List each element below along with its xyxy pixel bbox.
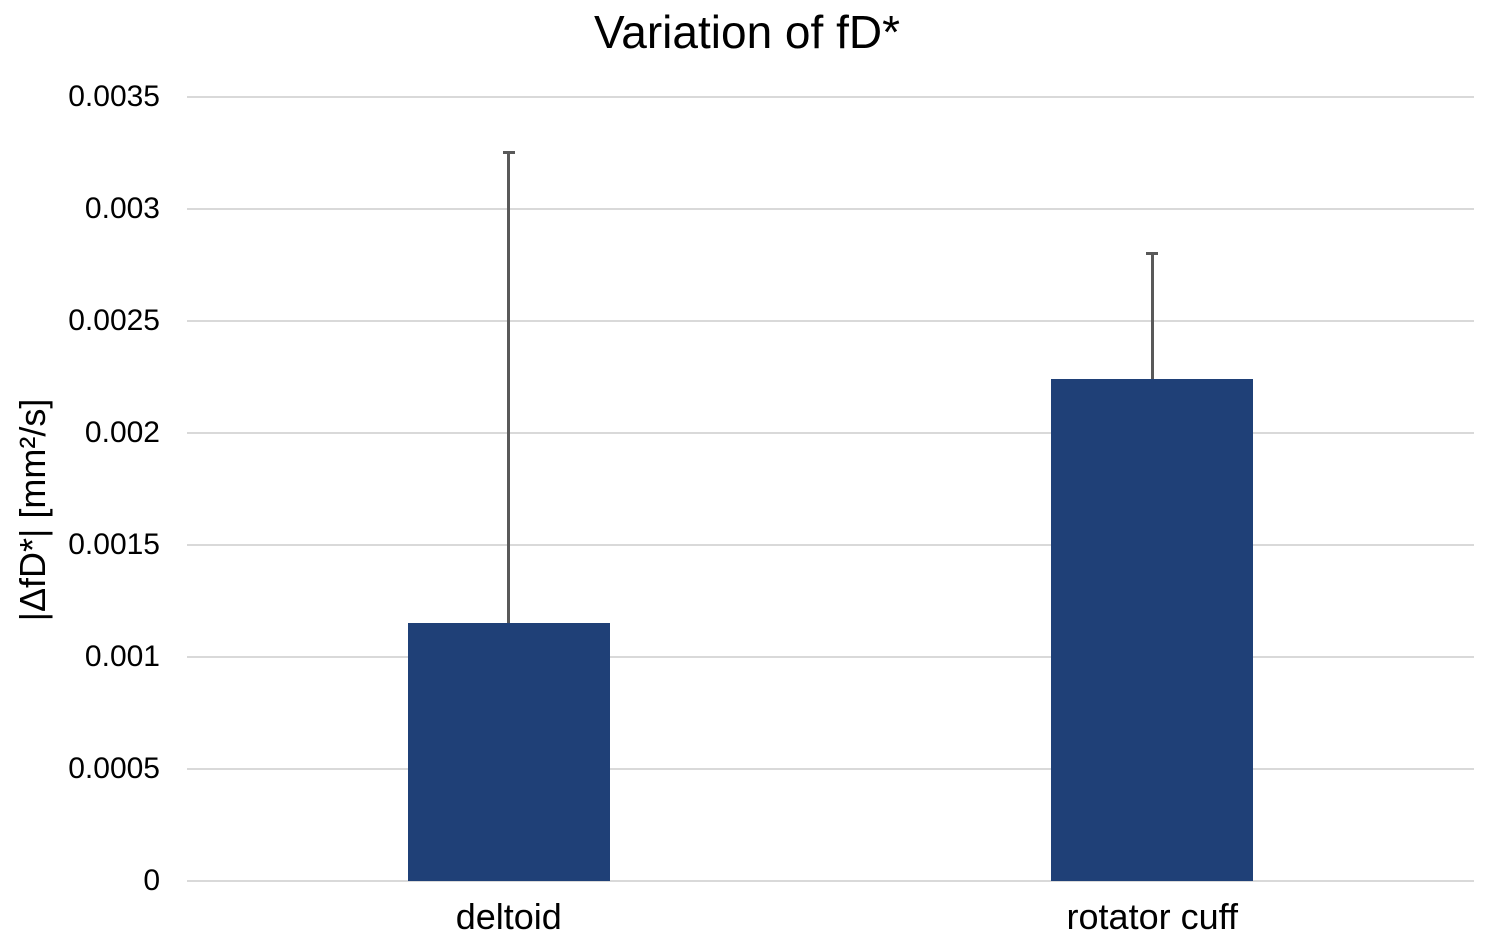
- error-bar-line-rotator-cuff: [1150, 251, 1154, 380]
- y-tick-label: 0: [143, 864, 160, 897]
- y-tick-label: 0.003: [84, 192, 160, 225]
- y-tick-label: 0.0035: [68, 80, 160, 113]
- x-category-label-rotator-cuff: rotator cuff: [1066, 896, 1238, 937]
- gridline: [187, 544, 1474, 546]
- x-category-label-deltoid: deltoid: [455, 896, 562, 937]
- bar-deltoid: [407, 623, 610, 881]
- y-tick-label: 0.0015: [68, 528, 160, 561]
- error-bar-cap-deltoid: [502, 150, 515, 154]
- gridline: [187, 768, 1474, 770]
- error-bar-cap-rotator-cuff: [1146, 251, 1159, 255]
- y-tick-label: 0.001: [84, 640, 160, 673]
- gridline: [187, 656, 1474, 658]
- gridline: [187, 320, 1474, 322]
- y-tick-label: 0.002: [84, 416, 160, 449]
- y-tick-label: 0.0025: [68, 304, 160, 337]
- gridline: [187, 208, 1474, 210]
- gridline: [187, 880, 1474, 882]
- error-bar-line-deltoid: [507, 150, 511, 624]
- plot-area: [187, 96, 1474, 882]
- y-tick-label: 0.0005: [68, 752, 160, 785]
- chart-title: Variation of fD*: [594, 6, 900, 58]
- gridline: [187, 96, 1474, 98]
- bar-rotator-cuff: [1051, 379, 1254, 881]
- gridline: [187, 432, 1474, 434]
